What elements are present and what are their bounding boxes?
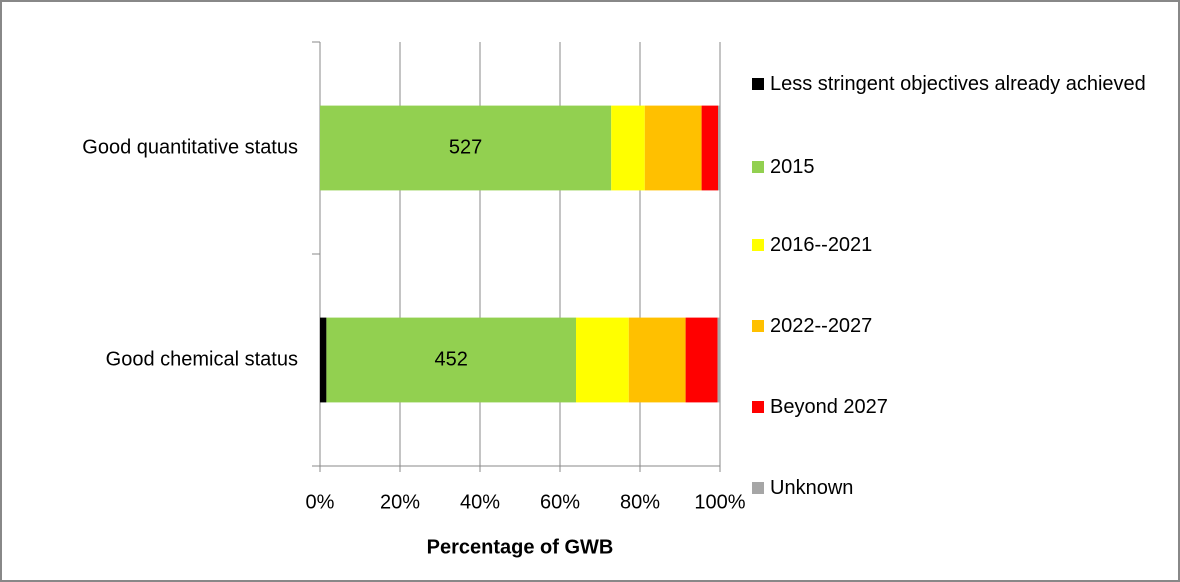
legend-label: Unknown xyxy=(770,477,854,499)
legend-swatch xyxy=(752,239,764,251)
legend-label: 2016--2021 xyxy=(770,234,873,256)
bar-segment xyxy=(718,105,720,191)
bar-segment xyxy=(685,317,718,403)
bar-segment xyxy=(611,105,645,191)
x-axis-title: Percentage of GWB xyxy=(427,536,614,558)
x-tick-label: 20% xyxy=(380,491,420,513)
legend-label: 2015 xyxy=(770,156,815,178)
x-tick-label: 80% xyxy=(620,491,660,513)
bar-segment xyxy=(644,105,702,191)
bar-segment xyxy=(320,105,612,191)
x-tick-label: 100% xyxy=(694,491,745,513)
x-tick-label: 60% xyxy=(540,491,580,513)
x-tick-label: 40% xyxy=(460,491,500,513)
legend-swatch xyxy=(752,401,764,413)
bar-segment xyxy=(320,317,327,403)
legend-swatch xyxy=(752,482,764,494)
legend-label: Less stringent objectives already achiev… xyxy=(770,73,1146,95)
legend-label: Beyond 2027 xyxy=(770,396,888,418)
y-tick-label: Good quantitative status xyxy=(82,136,298,158)
bar-segment xyxy=(326,317,576,403)
bar-label: 452 xyxy=(435,348,468,370)
bar-segment xyxy=(717,317,720,403)
bar-segment xyxy=(628,317,686,403)
legend-swatch xyxy=(752,78,764,90)
legend-swatch xyxy=(752,161,764,173)
legend-swatch xyxy=(752,320,764,332)
bar-segment xyxy=(576,317,629,403)
x-tick-label: 0% xyxy=(306,491,335,513)
y-tick-label: Good chemical status xyxy=(106,348,298,370)
legend-label: 2022--2027 xyxy=(770,315,873,337)
bar-label: 527 xyxy=(449,136,482,158)
bar-segment xyxy=(701,105,718,191)
